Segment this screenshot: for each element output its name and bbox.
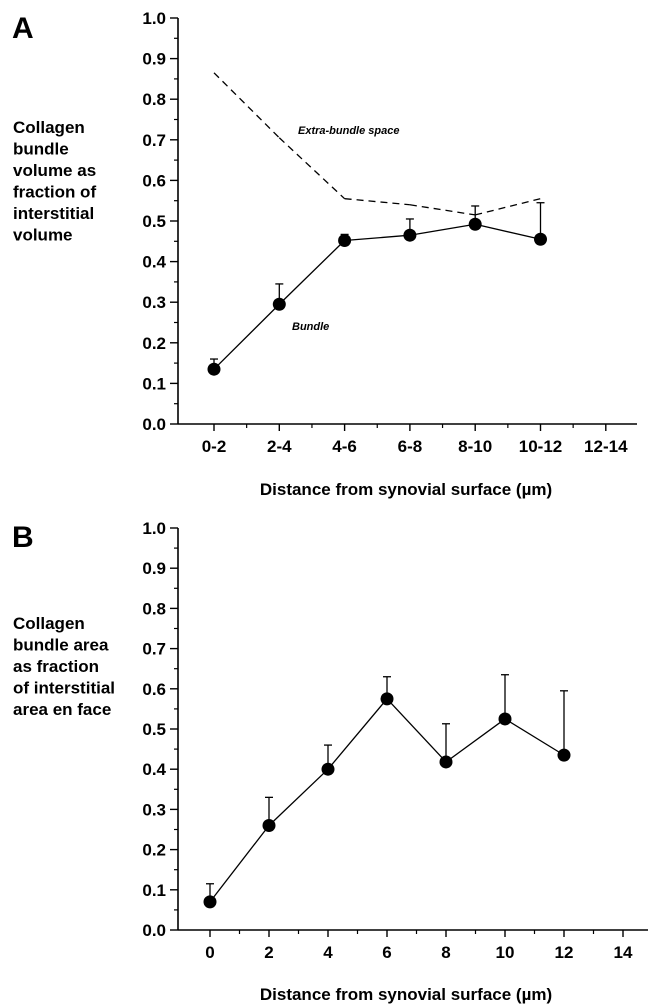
panel-b-tick-labels: 0.0 0.1 0.2 0.3 0.4 0.5 0.6 0.7 0.8 0.9 1.0 0 2 4 6 8 10… [142,519,633,962]
a-y-tick-label: 0.8 [142,90,166,109]
panel-b-marks [203,674,571,909]
b-x-tick-label: 6 [382,943,391,962]
a-x-tick-label: 0-2 [202,437,227,456]
b-x-tick-label: 8 [441,943,450,962]
b-y-tick-label: 0.3 [142,800,166,819]
a-y-tick-label: 0.1 [142,374,166,393]
a-data-point [338,233,352,247]
b-y-tick-label: 0.5 [142,720,166,739]
b-data-line-segment [268,768,329,826]
a-y-axis-label-line: volume [13,226,73,245]
b-data-point [557,748,571,762]
a-data-point [534,232,547,246]
a-y-axis-label-line: interstitial [13,204,94,223]
extra-bundle-space-annotation: Extra-bundle space [298,125,399,137]
a-data-point [272,297,286,311]
a-y-tick-label: 0.9 [142,50,166,69]
a-x-tick-label: 12-14 [584,437,628,456]
b-y-tick-label: 0.2 [142,841,166,860]
b-data-point [321,762,335,776]
b-data-line-segment [386,698,447,763]
b-y-tick-label: 0.4 [142,760,166,779]
a-extra-bundle-space-line-segment [475,198,541,216]
b-x-tick-label: 14 [614,943,633,962]
a-bundle-line-segment [344,234,410,242]
a-bundle-line-segment [213,303,280,370]
b-x-tick-label: 10 [496,943,515,962]
panel-b-x-axis-title: Distance from synovial surface (µm) [260,985,552,1004]
b-x-tick-label: 0 [205,943,214,962]
b-y-tick-label: 1.0 [142,519,166,538]
b-y-axis-label-line: Collagen [13,614,85,633]
a-data-point [403,228,417,242]
a-x-tick-label: 2-4 [267,437,292,456]
panel-a-axes [170,17,637,431]
a-x-tick-label: 8-10 [458,437,492,456]
b-y-tick-label: 0.9 [142,559,166,578]
a-x-tick-label: 4-6 [332,437,357,456]
b-data-point [498,712,512,726]
b-y-axis-label-line: of interstitial [13,679,115,698]
a-y-tick-label: 1.0 [142,9,166,28]
panel-a: A Collagen bundle volume as fraction of inte… [12,9,637,499]
panel-a-marks [207,72,547,376]
a-y-axis-label-line: Collagen [13,118,85,137]
a-extra-bundle-space-line-segment [409,204,476,216]
a-data-point [207,362,221,376]
panel-a-y-axis-label: Collagen bundle volume as fraction of inters… [13,118,96,245]
a-y-tick-label: 0.7 [142,131,166,150]
a-extra-bundle-space-line-segment [213,72,280,139]
b-y-tick-label: 0.1 [142,881,166,900]
a-bundle-line-segment [278,240,346,305]
a-y-axis-label-line: volume as [13,161,96,180]
b-y-tick-label: 0.8 [142,599,166,618]
a-bundle-line-segment [409,223,476,236]
a-y-tick-label: 0.6 [142,171,166,190]
a-y-axis-label-line: fraction of [13,183,96,202]
b-y-tick-label: 0.6 [142,680,166,699]
panel-b-axes [170,527,648,937]
b-data-line-segment [445,718,506,763]
a-y-tick-label: 0.5 [142,212,166,231]
panel-a-x-axis-title: Distance from synovial surface (µm) [260,480,552,499]
a-x-tick-label: 6-8 [398,437,423,456]
panel-a-letter: A [12,12,34,45]
panel-b-y-axis-label: Collagen bundle area as fraction of interst… [13,614,115,719]
b-y-axis-label-line: area en face [13,700,111,719]
b-x-tick-label: 12 [555,943,574,962]
b-data-line-segment [504,718,565,756]
b-y-tick-label: 0.0 [142,921,166,940]
b-y-tick-label: 0.7 [142,640,166,659]
a-data-point [468,217,482,231]
bundle-annotation: Bundle [292,321,329,333]
a-y-tick-label: 0.2 [142,334,166,353]
b-data-point [439,755,453,769]
b-x-tick-label: 2 [264,943,273,962]
b-data-point [380,692,394,706]
a-y-tick-label: 0.4 [142,253,166,272]
a-y-axis-label-line: bundle [13,140,69,159]
b-data-point [262,818,276,832]
a-extra-bundle-space-line-segment [344,198,410,206]
a-y-tick-label: 0.0 [142,415,166,434]
b-data-point [203,895,217,909]
panel-a-tick-labels: 0.0 0.1 0.2 0.3 0.4 0.5 0.6 0.7 0.8 0.9 1.0 0-2 2-4 4… [142,9,628,456]
b-y-axis-label-line: as fraction [13,657,99,676]
b-data-line-segment [327,698,388,770]
a-extra-bundle-space-line-segment [278,137,346,200]
b-data-line-segment [209,825,270,903]
panel-b: B Collagen bundle area as fraction of inter… [12,519,648,1004]
panel-b-letter: B [12,521,34,554]
b-x-tick-label: 4 [323,943,333,962]
a-y-tick-label: 0.3 [142,293,166,312]
a-bundle-line-segment [475,223,541,240]
a-x-tick-label: 10-12 [519,437,562,456]
b-y-axis-label-line: bundle area [13,636,109,655]
